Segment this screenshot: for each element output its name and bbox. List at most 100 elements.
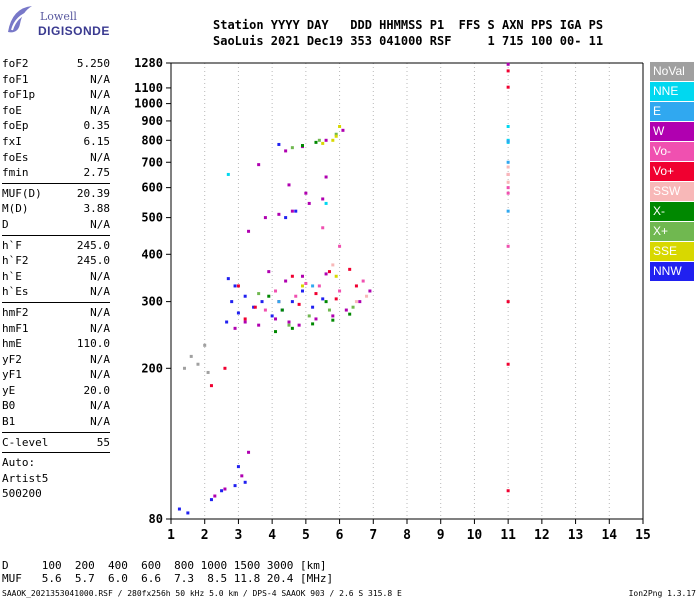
param-row: foF1p N/A xyxy=(2,87,110,103)
echo-point xyxy=(327,308,331,312)
echo-point xyxy=(243,480,247,484)
echo-point xyxy=(213,494,217,498)
echo-point xyxy=(361,279,365,283)
x-tick-label: 14 xyxy=(601,528,617,543)
echo-point xyxy=(506,165,510,169)
echo-point xyxy=(321,226,325,230)
echo-point xyxy=(348,267,352,271)
param-row: yE 20.0 xyxy=(2,383,110,399)
y-tick-label: 80 xyxy=(149,512,163,526)
echo-point xyxy=(236,284,240,288)
legend-item-x-minus: X- xyxy=(650,202,694,221)
param-name: foF1p xyxy=(2,88,36,102)
param-group-critical-frequencies: foF2 5.250 foF1 N/A foF1p N/A foE N/A foEp 0.… xyxy=(2,56,110,181)
echo-point xyxy=(506,139,510,143)
param-value: N/A xyxy=(90,285,110,299)
echo-point xyxy=(338,125,342,129)
param-name: h`F2 xyxy=(2,254,29,268)
station-header-values: SaoLuis 2021 Dec19 353 041000 RSF 1 715 … xyxy=(213,34,604,48)
param-row: foE N/A xyxy=(2,103,110,119)
param-name: foE xyxy=(2,103,22,117)
param-value: 6.15 xyxy=(83,134,111,148)
echo-point xyxy=(348,312,352,316)
param-name: B0 xyxy=(2,399,16,413)
x-tick-label: 15 xyxy=(635,528,651,543)
echo-point xyxy=(280,308,284,312)
echo-point xyxy=(506,209,510,213)
echo-point xyxy=(314,317,318,321)
echo-point xyxy=(263,216,267,220)
echo-point xyxy=(314,140,318,144)
param-value: 110.0 xyxy=(76,337,110,351)
y-tick-label: 1280 xyxy=(134,56,163,70)
param-name: hmF1 xyxy=(2,321,29,335)
echo-point xyxy=(225,320,229,324)
echo-point xyxy=(206,370,210,374)
echo-point xyxy=(338,244,342,248)
scaled-parameters-panel: foF2 5.250 foF1 N/A foF1p N/A foE N/A foEp 0.… xyxy=(2,56,110,502)
param-value: N/A xyxy=(90,103,110,117)
echo-point xyxy=(334,132,338,136)
echo-point xyxy=(243,317,247,321)
echo-point xyxy=(334,274,338,278)
echo-point xyxy=(365,294,369,298)
echo-point xyxy=(290,300,294,304)
param-value: 245.0 xyxy=(76,238,110,252)
echo-point xyxy=(300,284,304,288)
echo-point xyxy=(506,362,510,366)
param-row: M(D) 3.88 xyxy=(2,201,110,217)
param-divider xyxy=(2,182,110,184)
echo-point xyxy=(317,138,321,142)
param-name: yF1 xyxy=(2,368,22,382)
echo-point xyxy=(236,311,240,315)
param-group-muf: MUF(D) 20.39 M(D) 3.88 D N/A xyxy=(2,186,110,233)
param-row: B1 N/A xyxy=(2,414,110,430)
param-name: fxI xyxy=(2,134,22,148)
x-tick-label: 11 xyxy=(500,528,516,543)
legend-item-nnw: NNW xyxy=(650,262,694,281)
echo-point xyxy=(240,474,244,478)
param-name: yF2 xyxy=(2,352,22,366)
echo-point xyxy=(338,289,342,293)
echo-point xyxy=(274,317,278,321)
param-name: h`F xyxy=(2,238,22,252)
echo-point xyxy=(324,272,328,276)
param-value: 20.39 xyxy=(76,186,110,200)
echo-point xyxy=(257,292,261,296)
echo-point xyxy=(220,489,224,493)
echo-point xyxy=(307,314,311,318)
echo-point xyxy=(344,308,348,312)
legend-item-e: E xyxy=(650,102,694,121)
y-tick-label: 1000 xyxy=(134,97,163,111)
echo-point xyxy=(247,229,251,233)
param-value: N/A xyxy=(90,305,110,319)
param-value: N/A xyxy=(90,72,110,86)
param-name: fmin xyxy=(2,166,29,180)
echo-point xyxy=(300,274,304,278)
echo-point xyxy=(294,294,298,298)
param-row: foEp 0.35 xyxy=(2,118,110,134)
echo-point xyxy=(506,191,510,195)
param-value: N/A xyxy=(90,415,110,429)
echo-point xyxy=(354,300,358,304)
echo-point xyxy=(300,144,304,148)
param-value: N/A xyxy=(90,217,110,231)
param-value: 2.75 xyxy=(83,166,111,180)
echo-point xyxy=(354,284,358,288)
x-tick-label: 1 xyxy=(167,528,175,543)
x-tick-label: 6 xyxy=(336,528,344,543)
autoscaling-version: 500200 xyxy=(2,487,42,501)
param-row: fxI 6.15 xyxy=(2,134,110,150)
digisonde-logo: Lowell DIGISONDE xyxy=(2,2,112,46)
param-row: foEs N/A xyxy=(2,150,110,166)
y-tick-label: 300 xyxy=(141,295,163,309)
x-tick-label: 4 xyxy=(268,528,276,543)
echo-point xyxy=(226,172,230,176)
echo-point xyxy=(331,314,335,318)
param-name: foF1 xyxy=(2,72,29,86)
y-tick-label: 600 xyxy=(141,181,163,195)
echo-point xyxy=(182,366,186,370)
param-divider xyxy=(2,234,110,236)
echo-point xyxy=(209,384,213,388)
